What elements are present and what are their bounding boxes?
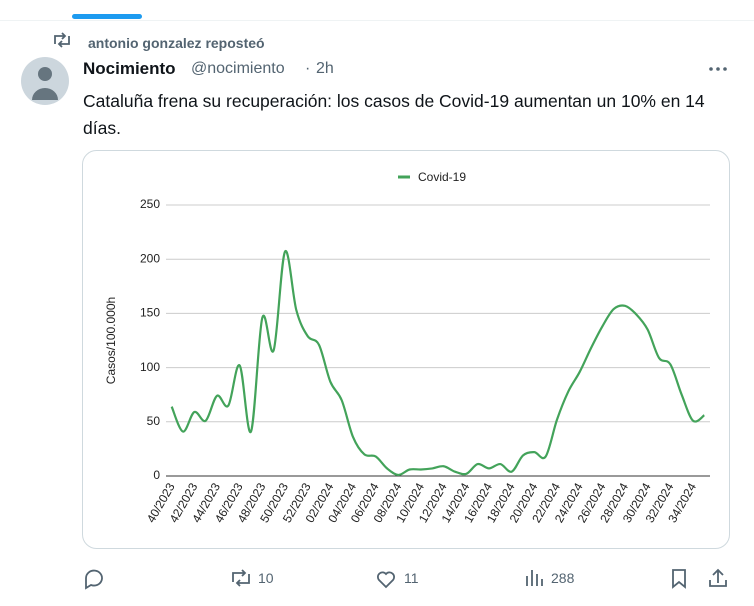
- like-count: 11: [404, 570, 419, 586]
- retweet-button[interactable]: [232, 569, 250, 587]
- dot: ·: [305, 60, 311, 77]
- tab-indicator: [72, 14, 142, 19]
- data-line: [170, 250, 705, 477]
- tweet-text: Cataluña frena su recuperación: los caso…: [83, 91, 705, 138]
- chart-card: [82, 150, 730, 549]
- y-tick-label: 200: [140, 251, 160, 265]
- reply-icon[interactable]: [85, 569, 103, 590]
- retweet-icon: [54, 32, 70, 48]
- y-axis-label: Casos/100.000h: [104, 297, 118, 384]
- retweet-count: 10: [258, 570, 274, 586]
- y-tick-label: 250: [140, 197, 160, 211]
- bookmark-button[interactable]: [672, 569, 686, 589]
- action-icons: [85, 568, 727, 590]
- handle[interactable]: @nocimiento: [191, 60, 285, 77]
- like-button[interactable]: [377, 571, 395, 589]
- y-tick-label: 100: [140, 360, 160, 374]
- view-count: 288: [551, 570, 575, 586]
- more-icon[interactable]: [709, 67, 727, 71]
- y-tick-label: 150: [140, 306, 160, 320]
- timestamp[interactable]: 2h: [316, 60, 334, 77]
- legend-label: Covid-19: [418, 170, 466, 184]
- retweet-label: antonio gonzalez reposteó: [88, 35, 265, 51]
- views-icon[interactable]: [526, 570, 543, 586]
- author-name[interactable]: Nocimiento: [83, 59, 176, 78]
- avatar[interactable]: [21, 57, 69, 105]
- share-button[interactable]: [709, 568, 727, 587]
- y-tick-label: 50: [147, 414, 161, 428]
- y-tick-label: 0: [153, 468, 160, 482]
